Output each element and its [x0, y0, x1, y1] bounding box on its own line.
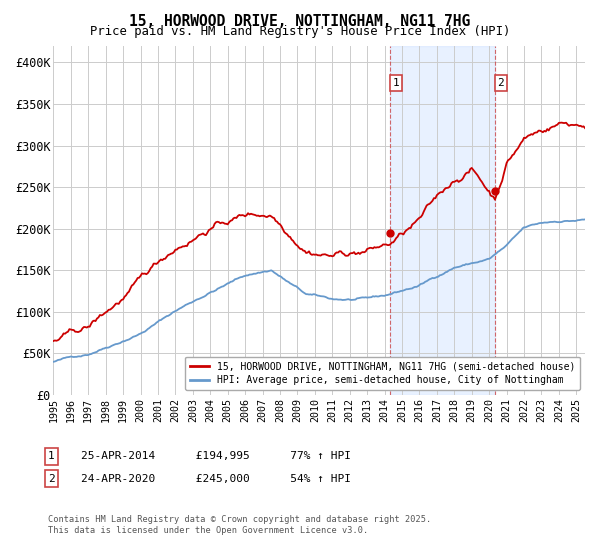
Text: Contains HM Land Registry data © Crown copyright and database right 2025.
This d: Contains HM Land Registry data © Crown c…	[48, 515, 431, 535]
Text: 1: 1	[48, 451, 55, 461]
Legend: 15, HORWOOD DRIVE, NOTTINGHAM, NG11 7HG (semi-detached house), HPI: Average pric: 15, HORWOOD DRIVE, NOTTINGHAM, NG11 7HG …	[185, 357, 580, 390]
Text: 2: 2	[48, 474, 55, 484]
Text: 25-APR-2014      £194,995      77% ↑ HPI: 25-APR-2014 £194,995 77% ↑ HPI	[81, 451, 351, 461]
Text: 15, HORWOOD DRIVE, NOTTINGHAM, NG11 7HG: 15, HORWOOD DRIVE, NOTTINGHAM, NG11 7HG	[130, 14, 470, 29]
Bar	[390, 46, 495, 395]
Text: 2: 2	[497, 78, 504, 88]
Text: 24-APR-2020      £245,000      54% ↑ HPI: 24-APR-2020 £245,000 54% ↑ HPI	[81, 474, 351, 484]
Text: 1: 1	[393, 78, 400, 88]
Text: Price paid vs. HM Land Registry's House Price Index (HPI): Price paid vs. HM Land Registry's House …	[90, 25, 510, 38]
